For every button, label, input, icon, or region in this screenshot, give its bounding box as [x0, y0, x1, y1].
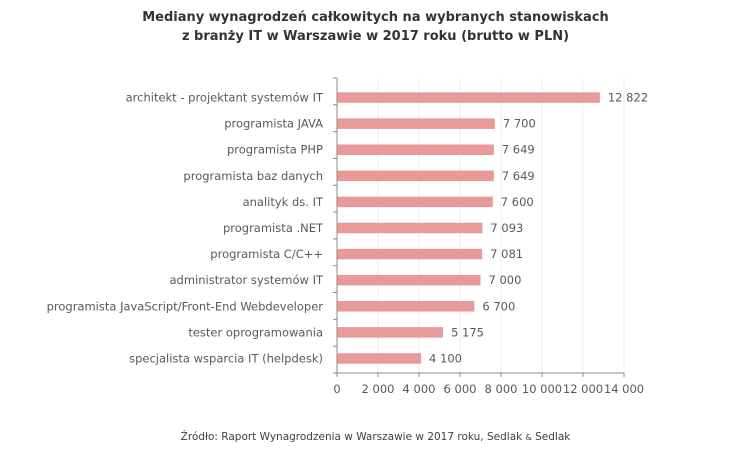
bar: [337, 327, 444, 338]
category-label: programista PHP: [227, 143, 323, 157]
category-label: programista JavaScript/Front-End Webdeve…: [47, 299, 324, 313]
x-tick-label: 6 000: [444, 382, 477, 396]
category-label: programista .NET: [223, 221, 324, 235]
bar: [337, 118, 495, 129]
value-label: 7 093: [490, 221, 523, 235]
bars: [337, 92, 600, 364]
source-text-end: Sedlak: [531, 431, 571, 443]
x-tick-label: 4 000: [403, 382, 436, 396]
value-label: 7 649: [502, 143, 535, 157]
chart-title-line-1: Mediany wynagrodzeń całkowitych na wybra…: [142, 10, 609, 25]
chart-title: Mediany wynagrodzeń całkowitych na wybra…: [0, 8, 751, 46]
x-tick-label: 12 000: [563, 382, 603, 396]
category-label: tester oprogramowania: [188, 325, 323, 339]
x-tick-label: 8 000: [485, 382, 518, 396]
value-label: 7 700: [503, 117, 536, 131]
bar: [337, 248, 483, 260]
category-label: programista baz danych: [183, 169, 323, 183]
source-text: Źródło: Raport Wynagrodzenia w Warszawie…: [180, 431, 526, 443]
x-tick-label: 10 000: [522, 382, 562, 396]
category-label: programista JAVA: [224, 117, 323, 131]
chart-title-line-2: z branży IT w Warszawie w 2017 roku (bru…: [181, 29, 570, 44]
value-label: 4 100: [429, 351, 462, 365]
x-tick-label: 2 000: [362, 382, 395, 396]
value-label: 7 649: [502, 169, 535, 183]
category-label: administrator systemów IT: [169, 273, 323, 287]
category-label: specjalista wsparcia IT (helpdesk): [129, 351, 323, 365]
category-label: analityk ds. IT: [243, 195, 324, 209]
source-ampersand: &: [525, 433, 532, 442]
bar: [337, 196, 493, 208]
x-tick-label: 14 000: [604, 382, 644, 396]
value-label: 12 822: [608, 91, 648, 105]
bar: [337, 92, 600, 103]
bar: [337, 301, 475, 312]
bar: [337, 144, 494, 155]
value-label: 5 175: [451, 325, 484, 339]
value-label: 7 000: [489, 273, 522, 287]
x-tick-label: 0: [333, 382, 340, 396]
category-label: programista C/C++: [210, 247, 323, 261]
value-label: 6 700: [482, 299, 515, 313]
category-labels: architekt - projektant systemów IT progra…: [47, 91, 324, 366]
source-note: Źródło: Raport Wynagrodzenia w Warszawie…: [0, 431, 751, 443]
bar: [337, 222, 483, 234]
axes: [333, 77, 625, 377]
tick-labels: 0 2 000 4 000 6 000 8 000 10 000 12 000 14 000: [333, 382, 644, 396]
bar: [337, 274, 481, 286]
value-label: 7 081: [490, 247, 523, 261]
category-label: architekt - projektant systemów IT: [126, 91, 324, 105]
value-labels: 12 822 7 700 7 649 7 649 7 600 7 093 7 081 7 00…: [429, 91, 648, 366]
bar: [337, 170, 494, 182]
value-label: 7 600: [501, 195, 534, 209]
bar: [337, 353, 422, 364]
